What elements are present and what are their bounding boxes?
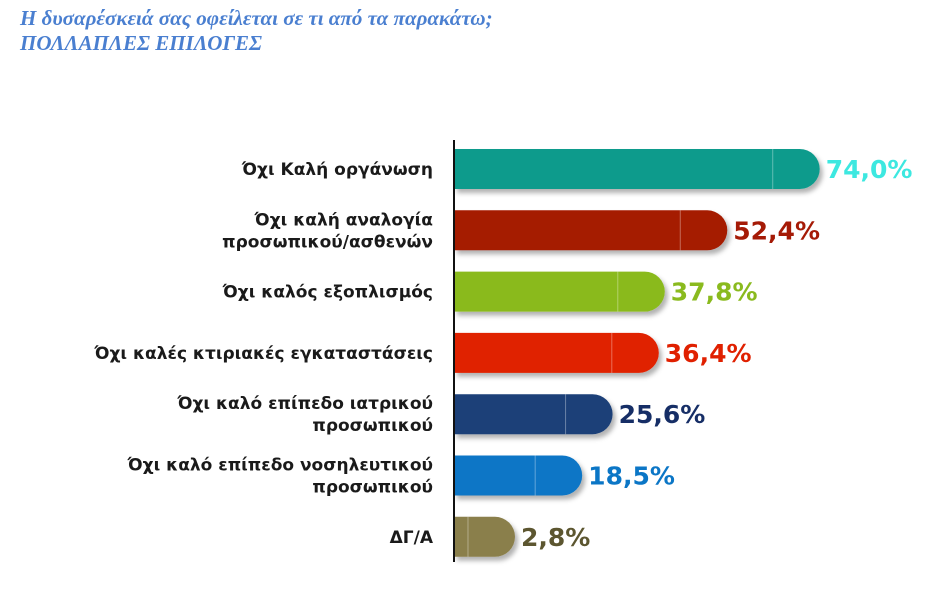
bar	[454, 332, 659, 373]
category-label: προσωπικού/ασθενών	[222, 232, 433, 252]
category-label: Όχι καλή αναλογία	[254, 210, 433, 230]
title-line-2: ΠΟΛΛΑΠΛΕΣ ΕΠΙΛΟΓΕΣ	[20, 31, 263, 55]
chart-title: Η δυσαρέσκειά σας οφείλεται σε τι από τα…	[20, 6, 493, 56]
category-label: Όχι καλές κτιριακές εγκαταστάσεις	[93, 344, 433, 364]
data-label: 52,4%	[733, 216, 820, 245]
bar	[454, 210, 728, 251]
category-label: προσωπικού	[312, 416, 433, 436]
bar	[454, 149, 820, 189]
data-label: 18,5%	[588, 462, 675, 491]
bar	[454, 455, 583, 496]
category-label: Όχι καλό επίπεδο νοσηλευτικού	[127, 456, 434, 476]
category-label: Όχι Καλή οργάνωση	[241, 160, 433, 180]
bar	[454, 271, 665, 312]
category-label: Όχι καλό επίπεδο ιατρικού	[176, 394, 433, 414]
category-label: Όχι καλός εξοπλισμός	[222, 283, 433, 303]
bar	[454, 394, 613, 435]
data-label: 36,4%	[665, 339, 752, 368]
title-line-1: Η δυσαρέσκειά σας οφείλεται σε τι από τα…	[20, 6, 493, 30]
bar	[454, 516, 515, 557]
data-label: 37,8%	[671, 278, 758, 307]
category-label: προσωπικού	[312, 478, 433, 498]
data-label: 2,8%	[521, 523, 590, 552]
data-label: 25,6%	[619, 400, 706, 429]
data-label: 74,0%	[826, 155, 913, 184]
category-label: ΔΓ/Α	[390, 528, 434, 548]
